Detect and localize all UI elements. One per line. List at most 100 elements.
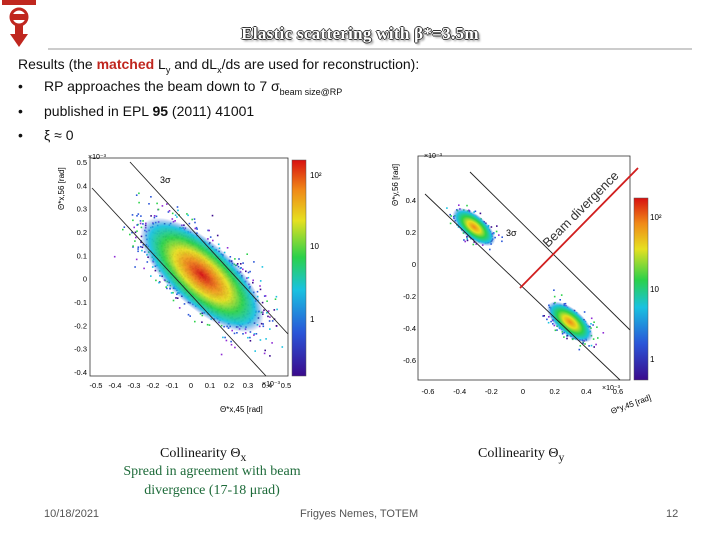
scatter-point (472, 243, 475, 246)
scatter-point (281, 346, 284, 348)
scatter-point (571, 338, 574, 341)
scatter-point (167, 211, 170, 213)
scatter-point (133, 226, 135, 229)
scatter-point (550, 320, 552, 323)
y-exponent: ×10⁻³ (88, 154, 107, 161)
scatter-point (168, 210, 171, 212)
scatter-point (208, 324, 211, 326)
scatter-point (207, 229, 209, 232)
scatter-point (547, 321, 550, 324)
scatter-point (220, 353, 223, 356)
bullet-publication: • published in EPL 95 (2011) 41001 (18, 103, 254, 119)
scatter-point (583, 311, 586, 313)
scatter-point (501, 236, 503, 238)
scatter-point (156, 202, 158, 205)
bullet-sub: beam size@RP (279, 86, 343, 97)
scatter-point (263, 309, 265, 311)
scatter-point (138, 192, 140, 195)
scatter-point (151, 266, 154, 268)
scatter-point (446, 207, 448, 209)
scatter-point (265, 338, 267, 340)
scatter-point (209, 236, 212, 238)
scatter-point (561, 332, 564, 335)
scatter-point (141, 246, 144, 249)
scatter-point (268, 320, 271, 322)
scatter-point (458, 204, 460, 206)
scatter-point (194, 221, 196, 224)
scatter-point (142, 223, 144, 225)
scatter-point (132, 245, 134, 247)
tick-label: -0.2 (74, 321, 87, 330)
tick-label: 0.1 (77, 251, 87, 260)
scatter-point (262, 323, 264, 325)
caption-left-line1: Spread in agreement with beam (123, 464, 301, 479)
x-axis-label: Θ*y,45 [rad] (610, 393, 653, 416)
tick-label: -0.1 (74, 298, 87, 307)
scatter-point (174, 220, 176, 222)
scatter-point (123, 226, 126, 228)
scatter-point (249, 340, 252, 342)
scatter-point (140, 215, 142, 217)
scatter-point (194, 320, 196, 323)
bullet-text: ξ ≈ 0 (44, 127, 74, 143)
scatter-point (176, 297, 179, 299)
scatter-point (501, 240, 503, 243)
tick-label: 0 (83, 275, 87, 284)
scatter-point (150, 215, 152, 217)
footer-date: 10/18/2021 (44, 508, 100, 520)
tick-label: 0.2 (549, 387, 559, 396)
scatter-point (131, 214, 134, 216)
scatter-point (553, 295, 556, 298)
footer-author: Frigyes Nemes, TOTEM (300, 508, 419, 520)
scatter-point (240, 267, 242, 269)
scatter-point (449, 222, 452, 225)
scatter-point (269, 328, 271, 330)
scatter-point (479, 212, 482, 215)
scatter-point (137, 213, 140, 215)
tick-label: -0.4 (109, 381, 122, 390)
scatter-point (136, 224, 138, 226)
x-ticks: -0.6 -0.4 -0.2 0 0.2 0.4 0.6 (422, 387, 624, 396)
scatter-point (255, 333, 258, 335)
scatter-point (256, 290, 259, 293)
scatter-point (137, 246, 140, 248)
scatter-point (590, 344, 593, 347)
band-lower-line (424, 193, 621, 381)
band-label: 3σ (160, 175, 171, 185)
scatter-point (196, 228, 198, 230)
results-suffix-a: L (154, 56, 166, 72)
scatter-point (252, 281, 254, 284)
scatter-point (592, 338, 595, 340)
bullet-symbol: • (18, 78, 23, 94)
scatter-point (201, 321, 203, 323)
scatter-point (548, 316, 550, 318)
scatter-point (259, 339, 262, 341)
scatter-point (229, 256, 232, 258)
scatter-point (247, 271, 250, 274)
x-ticks: -0.5 -0.4 -0.3 -0.2 -0.1 0 0.1 0.2 0.3 0.4 0.5 (90, 381, 292, 390)
scatter-point (602, 332, 605, 334)
scatter-point (553, 324, 556, 327)
scatter-point (139, 220, 142, 222)
scatter-point (177, 209, 179, 212)
tick-label: -0.6 (403, 356, 416, 365)
scatter-point (247, 276, 250, 279)
scatter-point (242, 333, 244, 335)
scatter-point (242, 268, 244, 271)
tick-label: -0.2 (403, 292, 416, 301)
scatter-point (236, 263, 239, 265)
scatter-point (584, 343, 586, 345)
lower-cluster (546, 301, 594, 343)
scatter-point (463, 239, 465, 241)
scatter-point (267, 310, 270, 312)
scatter-point (590, 323, 592, 325)
scatter-point (189, 315, 191, 317)
scatter-point (137, 248, 139, 250)
results-suffix-b: and dL (170, 56, 218, 72)
collinearity-y-plot: 3σ 0.40.20-0.2-0.4-0.6 -0.6 -0.4 -0.2 0 0.2 0… (391, 153, 662, 416)
caption-right-sub: y (558, 450, 565, 464)
scatter-point (466, 239, 469, 242)
scatter-point (226, 247, 229, 249)
scatter-point (146, 261, 149, 263)
scatter-point (191, 218, 193, 221)
